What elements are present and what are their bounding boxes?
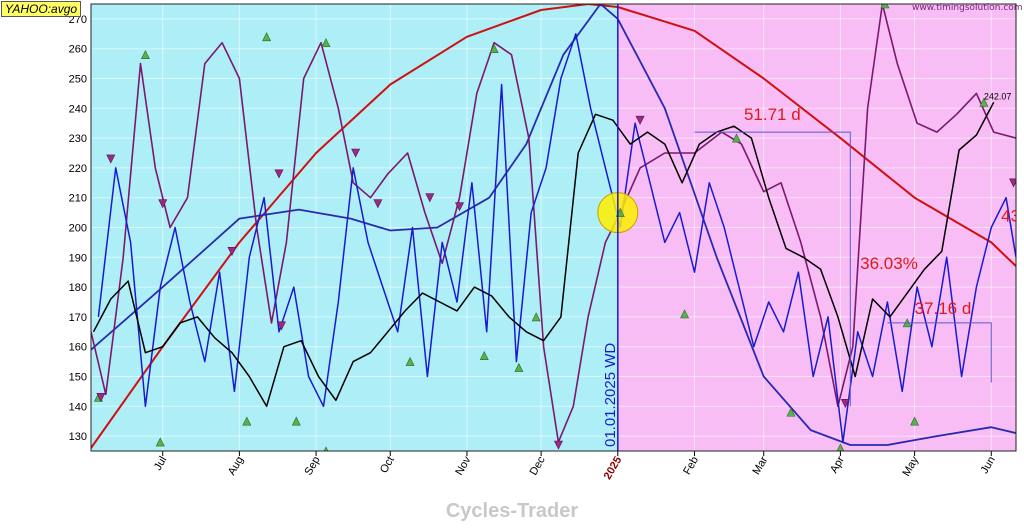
peak-marker xyxy=(351,148,361,158)
peak-marker xyxy=(553,440,563,450)
x-tick-label: Sep xyxy=(302,455,322,478)
trough-marker xyxy=(910,416,920,426)
trough-marker xyxy=(489,44,499,54)
cycle-bracket xyxy=(887,322,992,383)
x-tick-label: Oct xyxy=(378,455,397,476)
x-tick-label: May xyxy=(900,454,921,478)
ticker-label: YAHOO:avgo xyxy=(1,1,82,17)
y-tick-label: 180 xyxy=(69,282,87,294)
peak-marker xyxy=(227,247,237,257)
series-layer xyxy=(91,4,1016,449)
trough-marker xyxy=(291,416,301,426)
peak-marker xyxy=(96,393,106,403)
x-tick-label: Jul xyxy=(152,455,169,473)
peak-marker xyxy=(373,199,383,209)
y-tick-label: 220 xyxy=(69,163,87,175)
y-tick-label: 240 xyxy=(69,103,87,115)
trough-marker xyxy=(880,4,890,9)
trough-marker xyxy=(321,38,331,48)
long-cycle-line xyxy=(91,4,1016,446)
y-tick-label: 170 xyxy=(69,312,87,324)
trough-marker xyxy=(405,356,415,366)
y-tick-label: 190 xyxy=(69,252,87,264)
axes: 130 140 150 160 170 180 190 200 210 220 230 240 250 2… xyxy=(69,3,1017,482)
trough-marker xyxy=(979,97,989,107)
cycle-bracket xyxy=(694,131,851,407)
peak-marker xyxy=(840,399,850,408)
y-tick-label: 130 xyxy=(69,431,87,443)
x-tick-label: Jun xyxy=(979,455,998,476)
x-tick-label: Dec xyxy=(528,454,548,477)
trough-marker xyxy=(479,350,489,360)
plot-frame xyxy=(90,3,1017,452)
x-tick-label: Aug xyxy=(226,455,246,478)
annotation-label: 37.16 d xyxy=(915,299,972,318)
peak-marker xyxy=(158,199,168,209)
trough-marker xyxy=(836,443,845,451)
annotation-label: 36.03% xyxy=(860,254,918,273)
y-tick-label: 250 xyxy=(69,74,87,86)
trough-marker xyxy=(262,32,272,42)
trough-marker xyxy=(155,437,165,447)
x-tick-label: Nov xyxy=(453,454,473,477)
trough-marker xyxy=(680,309,690,319)
y-tick-label: 140 xyxy=(69,401,87,413)
peak-marker xyxy=(455,202,465,212)
x-tick-label: Apr xyxy=(828,454,847,475)
trough-marker xyxy=(531,312,541,322)
price-line xyxy=(92,101,995,408)
trough-marker xyxy=(242,416,252,426)
y-tick-label: 200 xyxy=(69,223,87,235)
x-tick-label: Feb xyxy=(681,455,701,477)
marker-layer xyxy=(93,4,1016,451)
trough-marker xyxy=(140,49,150,59)
trough-marker xyxy=(732,133,742,143)
x-tick-label: 2025 xyxy=(602,455,625,482)
peak-marker xyxy=(635,115,645,125)
peak-marker xyxy=(276,321,286,331)
annotation-layer: 51.71 d 36.03% 37.16 d 43.12 242.07 xyxy=(694,91,1024,407)
annotation-label: 242.07 xyxy=(984,91,1012,101)
peak-marker xyxy=(106,154,116,164)
trend-cycle-line xyxy=(91,4,1016,449)
trough-marker xyxy=(786,407,796,417)
y-tick-label: 230 xyxy=(69,133,87,145)
x-tick-label: Mar xyxy=(750,454,770,477)
y-tick-label: 260 xyxy=(69,44,87,56)
projection-2-line xyxy=(91,4,1016,443)
divider-label: 01.01.2025 WD xyxy=(602,343,619,447)
grid xyxy=(91,4,1016,451)
y-tick-label: 150 xyxy=(69,372,87,384)
trough-marker xyxy=(514,362,524,372)
peak-marker xyxy=(274,169,284,179)
y-tick-label: 210 xyxy=(69,193,87,205)
y-tick-label: 160 xyxy=(69,342,87,354)
annotation-label: 43.12 xyxy=(1001,207,1024,226)
website-label: www.timingsolution.com xyxy=(912,3,1023,13)
peak-marker xyxy=(425,193,435,203)
trough-marker xyxy=(323,446,329,451)
annotation-label: 51.71 d xyxy=(744,105,801,124)
brand-footer: Cycles-Trader xyxy=(445,500,579,522)
projection-1-line xyxy=(97,33,1016,443)
